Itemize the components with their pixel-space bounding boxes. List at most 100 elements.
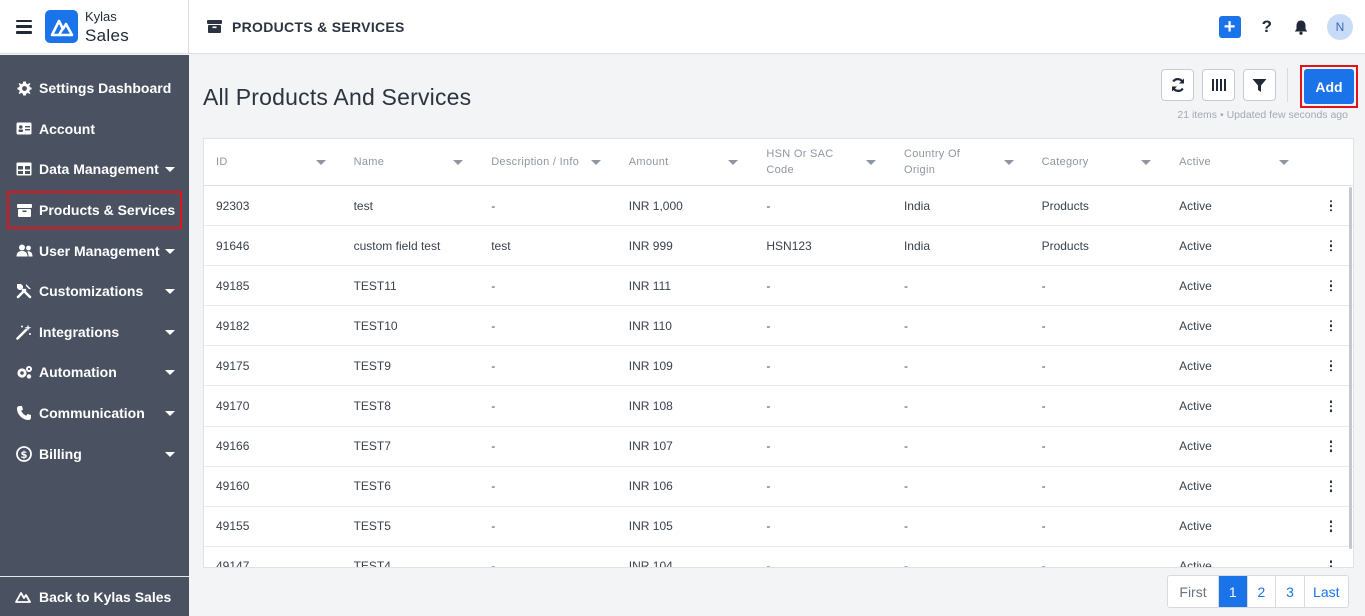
table-cell: - <box>491 358 496 373</box>
table-cell: INR 999 <box>628 238 673 253</box>
table-cell: TEST4 <box>353 559 391 568</box>
table-cell: - <box>766 479 771 494</box>
sidebar-item-user-management[interactable]: User Management <box>0 230 189 271</box>
refresh-button[interactable] <box>1161 69 1194 101</box>
sidebar-item-customizations[interactable]: Customizations <box>0 271 189 312</box>
sort-caret-icon[interactable] <box>1278 160 1289 165</box>
table-scrollbar[interactable] <box>1349 187 1352 549</box>
row-actions-icon[interactable] <box>1329 440 1332 452</box>
sidebar-item-settings-dashboard[interactable]: Settings Dashboard <box>0 68 189 109</box>
table-row[interactable]: 49147 TEST4 - INR 104 - - - Active <box>204 547 1353 568</box>
filter-button[interactable] <box>1243 69 1276 101</box>
sidebar-item-label: Communication <box>39 405 145 422</box>
sidebar-item-billing[interactable]: $ Billing <box>0 433 189 474</box>
sort-caret-icon[interactable] <box>590 160 601 165</box>
sidebar-item-label: Customizations <box>39 283 144 300</box>
table-cell: - <box>491 479 496 494</box>
hamburger-menu-icon[interactable] <box>16 19 32 34</box>
sidebar-item-label: Integrations <box>39 323 120 340</box>
table-cell: - <box>903 399 908 414</box>
table-row[interactable]: 49170 TEST8 - INR 108 - - - Active <box>204 386 1353 427</box>
row-actions-icon[interactable] <box>1329 400 1332 412</box>
row-actions-icon[interactable] <box>1329 239 1332 252</box>
magic-wand-icon <box>15 324 33 340</box>
table-row[interactable]: 91646 custom field test test INR 999 HSN123 I… <box>204 226 1353 267</box>
add-button[interactable]: Add <box>1304 69 1354 104</box>
row-actions-icon[interactable] <box>1329 199 1332 212</box>
table-cell: - <box>766 519 771 534</box>
sort-caret-icon[interactable] <box>1003 160 1014 165</box>
sort-caret-icon[interactable] <box>1141 160 1152 165</box>
table-cell: - <box>1041 519 1046 534</box>
products-table: ID Name Description / Info Amount HSN Or SAC… <box>203 138 1354 568</box>
column-header[interactable]: Amount <box>617 139 755 185</box>
table-cell: - <box>491 519 496 534</box>
column-header[interactable]: Name <box>342 139 480 185</box>
table-cell: 49185 <box>216 278 250 293</box>
column-header[interactable]: Country Of Origin <box>892 139 1030 185</box>
table-cell: Active <box>1179 198 1212 213</box>
column-header[interactable]: Category <box>1030 139 1168 185</box>
table-row[interactable]: 49185 TEST11 - INR 111 - - - Active <box>204 266 1353 307</box>
user-avatar[interactable]: N <box>1327 14 1353 40</box>
sort-caret-icon[interactable] <box>453 160 464 165</box>
table-row[interactable]: 49155 TEST5 - INR 105 - - - Active <box>204 507 1353 547</box>
table-cell: - <box>1041 399 1046 414</box>
table-cell: test <box>353 198 373 213</box>
bell-icon[interactable] <box>1294 20 1308 35</box>
column-header[interactable]: ID <box>204 139 342 185</box>
row-actions-icon[interactable] <box>1329 480 1332 492</box>
sidebar-item-label: Billing <box>39 445 82 462</box>
table-cell: - <box>1041 439 1046 454</box>
table-cell: TEST5 <box>353 519 391 534</box>
table-cell: Active <box>1179 439 1212 454</box>
table-cell: - <box>766 318 771 333</box>
row-actions-icon[interactable] <box>1329 279 1332 292</box>
table-cell: 49155 <box>216 519 250 534</box>
sort-caret-icon[interactable] <box>728 160 739 165</box>
sort-caret-icon[interactable] <box>865 160 876 165</box>
table-row[interactable]: 92303 test - INR 1,000 - India Products Active <box>204 186 1353 227</box>
page-button-2[interactable]: 2 <box>1246 576 1276 607</box>
page-button-1[interactable]: 1 <box>1218 576 1247 607</box>
row-actions-icon[interactable] <box>1329 560 1332 567</box>
sidebar-item-communication[interactable]: Communication <box>0 393 189 434</box>
table-cell: - <box>766 559 771 568</box>
sort-caret-icon[interactable] <box>315 160 326 165</box>
column-header[interactable]: Active <box>1167 139 1305 185</box>
table-cell: - <box>766 358 771 373</box>
kylas-logo-icon[interactable] <box>45 10 78 43</box>
table-cell: - <box>1041 559 1046 568</box>
table-header: ID Name Description / Info Amount HSN Or SAC… <box>204 139 1353 186</box>
table-row[interactable]: 49175 TEST9 - INR 109 - - - Active <box>204 346 1353 387</box>
table-row[interactable]: 49166 TEST7 - INR 107 - - - Active <box>204 427 1353 467</box>
sidebar-item-products-and-services[interactable]: Products & Services <box>6 190 183 231</box>
page-last-button[interactable]: Last <box>1303 576 1348 607</box>
page-button-3[interactable]: 3 <box>1275 576 1304 607</box>
column-header[interactable]: Description / Info <box>479 139 617 185</box>
sidebar-item-label: Settings Dashboard <box>39 80 172 97</box>
columns-button[interactable] <box>1202 69 1235 101</box>
table-cell: TEST9 <box>353 358 391 373</box>
row-actions-icon[interactable] <box>1329 520 1332 533</box>
pagination: First 1 2 3 Last <box>1167 575 1349 608</box>
table-cell: INR 104 <box>628 559 673 568</box>
column-header-label: Country Of Origin <box>903 148 961 176</box>
sidebar-item-automation[interactable]: Automation <box>0 352 189 393</box>
row-actions-icon[interactable] <box>1329 360 1332 372</box>
table-row[interactable]: 49160 TEST6 - INR 106 - - - Active <box>204 467 1353 507</box>
table-cell: - <box>491 559 496 568</box>
page-first-button[interactable]: First <box>1179 583 1207 600</box>
sidebar-item-account[interactable]: Account <box>0 109 189 150</box>
column-header[interactable]: HSN Or SAC Code <box>754 139 892 185</box>
sidebar-item-label: User Management <box>39 242 160 259</box>
quick-add-button[interactable]: + <box>1218 16 1241 38</box>
sidebar-item-data-management[interactable]: Data Management <box>0 149 189 190</box>
row-actions-icon[interactable] <box>1329 320 1332 332</box>
sidebar-item-integrations[interactable]: Integrations <box>0 312 189 353</box>
column-header-label: HSN Or SAC Code <box>766 148 834 176</box>
sidebar-item-label: Products & Services <box>39 202 176 219</box>
help-icon[interactable]: ? <box>1261 17 1272 36</box>
table-row[interactable]: 49182 TEST10 - INR 110 - - - Active <box>204 306 1353 347</box>
back-to-kylas-sales-link[interactable]: Back to Kylas Sales <box>0 576 189 616</box>
